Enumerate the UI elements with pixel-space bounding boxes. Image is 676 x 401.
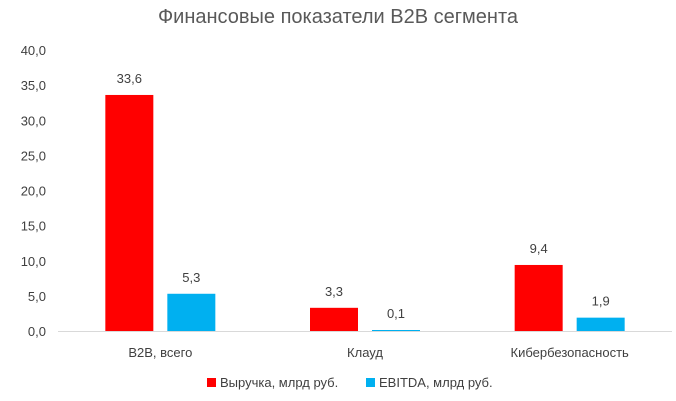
legend-label: EBITDA, млрд руб. — [379, 375, 493, 390]
y-tick-label: 15,0 — [21, 219, 46, 234]
data-label: 5,3 — [182, 270, 200, 285]
bars-layer: 33,6 5,3 3,3 0,1 9,4 1,9 — [105, 71, 625, 332]
x-tick-label: Кибербезопасность — [511, 345, 630, 360]
y-axis: 0,0 5,0 10,0 15,0 20,0 25,0 30,0 35,0 40,0 — [21, 43, 46, 339]
data-label: 1,9 — [592, 294, 610, 309]
y-tick-label: 10,0 — [21, 254, 46, 269]
x-tick-label: B2B, всего — [128, 345, 192, 360]
data-label: 0,1 — [387, 306, 405, 321]
data-label: 3,3 — [325, 284, 343, 299]
bar-revenue-0 — [105, 94, 154, 332]
legend: Выручка, млрд руб. EBITDA, млрд руб. — [207, 375, 493, 390]
y-tick-label: 20,0 — [21, 184, 46, 199]
x-axis: B2B, всего Клауд Кибербезопасность — [128, 345, 629, 360]
data-label: 33,6 — [117, 71, 142, 86]
bar-revenue-2 — [514, 264, 563, 331]
bar-ebitda-2 — [576, 317, 625, 331]
bar-ebitda-0 — [167, 293, 216, 331]
y-tick-label: 35,0 — [21, 78, 46, 93]
bar-ebitda-1 — [372, 330, 420, 331]
bar-revenue-1 — [310, 307, 358, 331]
y-tick-label: 25,0 — [21, 148, 46, 163]
y-tick-label: 40,0 — [21, 43, 46, 58]
x-tick-label: Клауд — [347, 345, 383, 360]
legend-label: Выручка, млрд руб. — [220, 375, 338, 390]
y-tick-label: 30,0 — [21, 113, 46, 128]
y-tick-label: 0,0 — [28, 324, 46, 339]
data-label: 9,4 — [530, 241, 548, 256]
legend-swatch — [366, 378, 375, 387]
legend-swatch — [207, 378, 216, 387]
chart-title: Финансовые показатели B2B сегмента — [157, 6, 519, 28]
y-tick-label: 5,0 — [28, 289, 46, 304]
